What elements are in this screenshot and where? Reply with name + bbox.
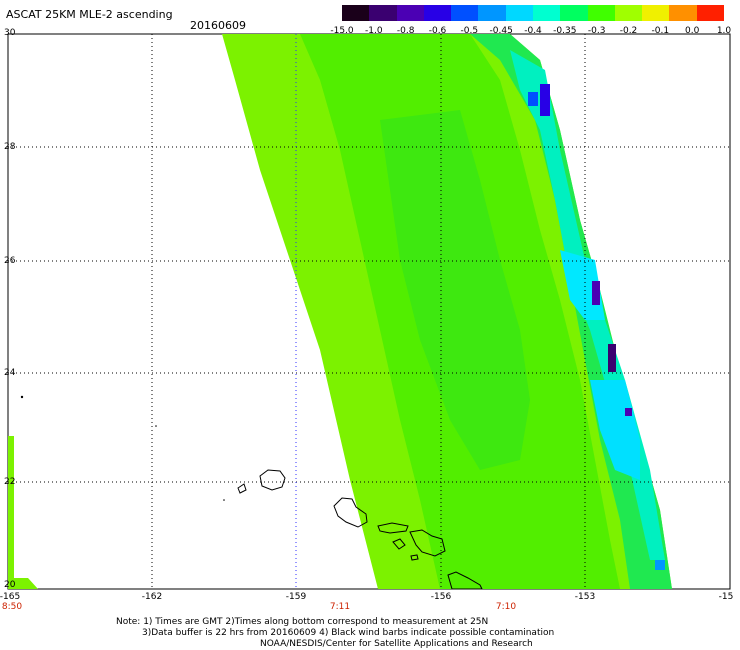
lon-label: -15 <box>718 592 734 602</box>
footnote-line-2: 3)Data buffer is 22 hrs from 20160609 4)… <box>142 628 555 638</box>
colorbar-tick-label: -0.5 <box>460 26 479 36</box>
colorbar-tick-label: -0.3 <box>587 26 606 36</box>
colorbar-swatch <box>342 5 370 21</box>
colorbar-tick-label: -15.0 <box>330 26 354 36</box>
lon-label: -156 <box>430 592 452 602</box>
colorbar-swatch <box>669 5 697 21</box>
colorbar-swatch <box>423 5 452 21</box>
hawaii-coast <box>447 571 483 590</box>
lat-label: 26 <box>4 256 16 266</box>
swath-cyan-patch-2 <box>590 380 640 480</box>
colorbar-swatch <box>532 5 561 21</box>
swath-left-strip <box>8 436 38 589</box>
island-dot <box>155 425 157 427</box>
colorbar-swatch <box>451 5 479 21</box>
swath-blue-cell-1 <box>540 84 550 116</box>
coastlines <box>237 469 483 590</box>
time-label: 7:10 <box>495 602 517 612</box>
niihau-coast <box>237 483 247 494</box>
oahu-coast <box>333 497 368 528</box>
colorbar-tick-label: -0.2 <box>619 26 638 36</box>
colorbar-swatch <box>614 5 643 21</box>
maui-coast <box>409 529 446 557</box>
colorbar-tick-label: -0.6 <box>428 26 447 36</box>
lat-label: 22 <box>4 477 16 487</box>
kauai-coast <box>259 469 286 491</box>
lanai-coast <box>392 538 406 550</box>
colorbar-swatch <box>587 5 615 21</box>
lon-label: -159 <box>285 592 307 602</box>
lat-label: 20 <box>4 580 16 590</box>
colorbar-swatch <box>642 5 670 21</box>
swath-cyan-cell <box>655 560 665 570</box>
swath-purple-cell-1 <box>592 281 600 305</box>
colorbar-tick-label: 1.0 <box>716 26 732 36</box>
footnote-line-1: Note: 1) Times are GMT 2)Times along bot… <box>116 617 489 627</box>
colorbar-tick-label: -0.8 <box>396 26 415 36</box>
lat-label: 24 <box>4 368 16 378</box>
colorbar-tick-label: -0.1 <box>651 26 670 36</box>
colorbar-swatch <box>560 5 588 21</box>
colorbar-tick-label: -0.35 <box>553 26 577 36</box>
footnote-credit: NOAA/NESDIS/Center for Satellite Applica… <box>260 639 533 649</box>
colorbar-tick-label: -1.0 <box>365 26 383 36</box>
colorbar-tick-label: 0.0 <box>684 26 700 36</box>
swath-blue-cell-2 <box>528 92 538 106</box>
lat-label: 28 <box>4 142 16 152</box>
swath-blue-cell-3 <box>625 408 632 416</box>
swath-purple-cell-2 <box>608 344 616 372</box>
molokai-coast <box>377 522 409 534</box>
island-dot <box>20 395 24 399</box>
lon-label: -165 <box>0 592 21 602</box>
colorbar-labels: -15.0 -1.0 -0.8 -0.6 -0.5 -0.45 -0.4 -0.35 -0.3 -… <box>330 26 732 38</box>
lon-label: -153 <box>574 592 596 602</box>
time-label: 7:11 <box>329 602 351 612</box>
ascat-swath <box>8 34 672 589</box>
map-title: ASCAT 25KM MLE-2 ascending <box>6 8 173 21</box>
time-label: 8:50 <box>1 602 23 612</box>
colorbar-swatch <box>696 5 724 21</box>
colorbar-swatch <box>505 5 533 21</box>
swath-mid-band <box>380 110 530 470</box>
lat-label: 30 <box>4 28 16 38</box>
lon-label: -162 <box>141 592 163 602</box>
colorbar-swatch <box>478 5 506 21</box>
colorbar-tick-label: -0.4 <box>524 26 542 36</box>
island-dot <box>223 499 225 501</box>
map-date: 20160609 <box>190 19 246 32</box>
kahoolawe-coast <box>410 554 419 561</box>
colorbar-swatch <box>396 5 424 21</box>
colorbar <box>342 5 724 21</box>
colorbar-tick-label: -0.45 <box>489 26 513 36</box>
colorbar-swatch <box>369 5 397 21</box>
